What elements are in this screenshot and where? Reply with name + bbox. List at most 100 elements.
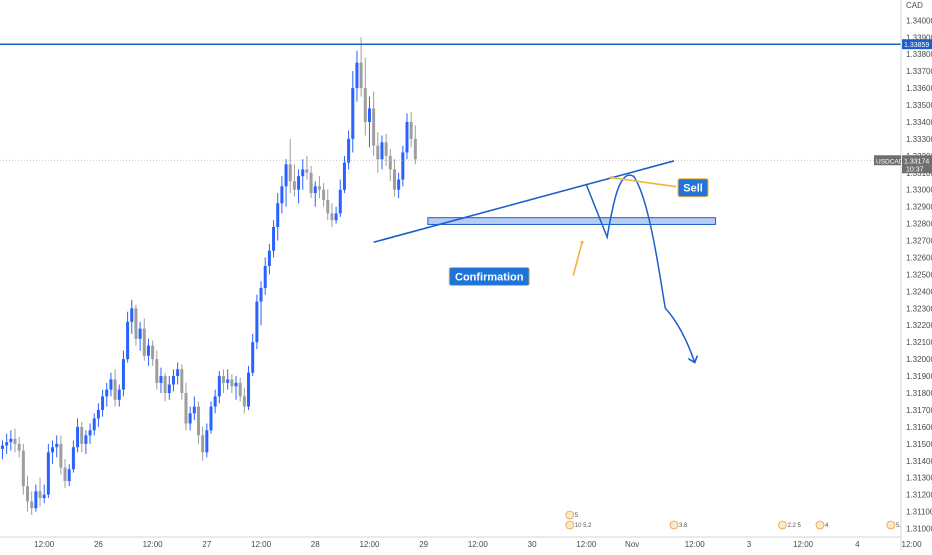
candle-body[interactable] <box>176 369 180 377</box>
candle-body[interactable] <box>146 345 150 356</box>
candle-body[interactable] <box>284 164 288 187</box>
candle-body[interactable] <box>96 409 100 419</box>
candle-body[interactable] <box>105 389 109 397</box>
candle-body[interactable] <box>101 396 105 410</box>
candle-body[interactable] <box>109 379 113 390</box>
candle-body[interactable] <box>272 226 276 251</box>
candle-body[interactable] <box>267 250 271 266</box>
candle-body[interactable] <box>355 62 359 89</box>
candle-body[interactable] <box>26 486 30 502</box>
candle-body[interactable] <box>126 321 130 360</box>
candle-body[interactable] <box>238 382 242 397</box>
candle-body[interactable] <box>222 376 226 383</box>
candle-body[interactable] <box>247 372 251 407</box>
candle-body[interactable] <box>217 376 221 397</box>
candle-body[interactable] <box>184 393 188 424</box>
price-axis[interactable]: 1.34000 1.33900 1.33800 1.33700 1.33600 1.335… <box>874 16 932 534</box>
event-flag-icon[interactable] <box>669 520 679 530</box>
candle-body[interactable] <box>405 121 409 153</box>
candle-body[interactable] <box>159 376 163 383</box>
candle-body[interactable] <box>242 396 246 407</box>
candle-body[interactable] <box>326 199 330 214</box>
candle-body[interactable] <box>413 138 417 160</box>
candle-body[interactable] <box>30 501 34 509</box>
candle-body[interactable] <box>305 169 309 173</box>
candle-body[interactable] <box>334 213 338 221</box>
candle-body[interactable] <box>342 162 346 190</box>
candle-body[interactable] <box>205 430 209 453</box>
candle-body[interactable] <box>213 396 217 407</box>
candle-body[interactable] <box>384 142 388 156</box>
candle-body[interactable] <box>196 406 200 436</box>
candle-body[interactable] <box>301 169 305 177</box>
candle-body[interactable] <box>372 108 376 146</box>
candle-body[interactable] <box>288 164 292 182</box>
ascending-trendline[interactable] <box>373 160 675 244</box>
candle-body[interactable] <box>401 152 405 180</box>
candle-body[interactable] <box>397 179 401 190</box>
time-axis[interactable]: 12:00 26 12:00 27 12:00 28 12:00 29 12:00 30 12:00… <box>34 540 932 549</box>
candle-body[interactable] <box>363 88 367 122</box>
candle-body[interactable] <box>88 430 92 436</box>
candle-body[interactable] <box>134 308 138 339</box>
candle-body[interactable] <box>209 406 213 431</box>
candle-body[interactable] <box>359 62 363 89</box>
candle-body[interactable] <box>59 443 63 468</box>
candle-body[interactable] <box>276 203 280 227</box>
candle-body[interactable] <box>92 418 96 431</box>
candle-body[interactable] <box>130 308 134 322</box>
candle-body[interactable] <box>230 379 234 387</box>
candle-body[interactable] <box>171 376 175 385</box>
candle-body[interactable] <box>226 379 230 383</box>
candle-body[interactable] <box>167 384 171 394</box>
candle-body[interactable] <box>138 328 142 339</box>
candle-body[interactable] <box>280 186 284 204</box>
candle-body[interactable] <box>76 426 80 448</box>
candle-body[interactable] <box>234 382 238 387</box>
candle-body[interactable] <box>46 452 50 495</box>
candle-body[interactable] <box>9 438 13 443</box>
candle-body[interactable] <box>251 342 255 373</box>
candle-body[interactable] <box>380 142 384 160</box>
candle-body[interactable] <box>313 186 317 194</box>
candle-body[interactable] <box>42 494 46 499</box>
candle-body[interactable] <box>188 413 192 424</box>
candle-body[interactable] <box>21 450 25 487</box>
candle-body[interactable] <box>142 328 146 356</box>
candle-body[interactable] <box>180 369 184 394</box>
candle-body[interactable] <box>322 189 326 200</box>
candle-body[interactable] <box>38 491 42 499</box>
candle-body[interactable] <box>71 447 75 470</box>
candle-body[interactable] <box>292 181 296 190</box>
candle-body[interactable] <box>155 359 159 383</box>
candle-body[interactable] <box>259 287 263 302</box>
candle-body[interactable] <box>34 491 38 509</box>
event-flag-icon[interactable] <box>886 520 896 530</box>
candle-body[interactable] <box>63 467 67 482</box>
candle-body[interactable] <box>201 435 205 453</box>
candle-body[interactable] <box>388 155 392 170</box>
candle-body[interactable] <box>1 445 4 449</box>
candle-body[interactable] <box>376 145 380 160</box>
candle-body[interactable] <box>347 138 351 163</box>
candle-body[interactable] <box>55 443 59 448</box>
candle-body[interactable] <box>5 442 9 446</box>
sell-label-box[interactable] <box>677 178 709 198</box>
candle-body[interactable] <box>309 172 313 194</box>
candle-body[interactable] <box>392 169 396 190</box>
candle-body[interactable] <box>117 389 121 400</box>
candle-body[interactable] <box>80 426 84 444</box>
candle-body[interactable] <box>51 447 55 453</box>
candle-body[interactable] <box>338 189 342 214</box>
candle-body[interactable] <box>151 345 155 360</box>
candle-body[interactable] <box>163 376 167 394</box>
candle-body[interactable] <box>409 121 413 139</box>
candle-body[interactable] <box>13 438 17 444</box>
support-zone[interactable] <box>427 217 717 225</box>
candle-body[interactable] <box>351 88 355 139</box>
confirmation-label-box[interactable] <box>448 266 530 286</box>
candle-body[interactable] <box>67 469 71 482</box>
candle-body[interactable] <box>192 406 196 414</box>
event-flag-icon[interactable] <box>778 520 787 530</box>
candle-body[interactable] <box>84 435 88 444</box>
